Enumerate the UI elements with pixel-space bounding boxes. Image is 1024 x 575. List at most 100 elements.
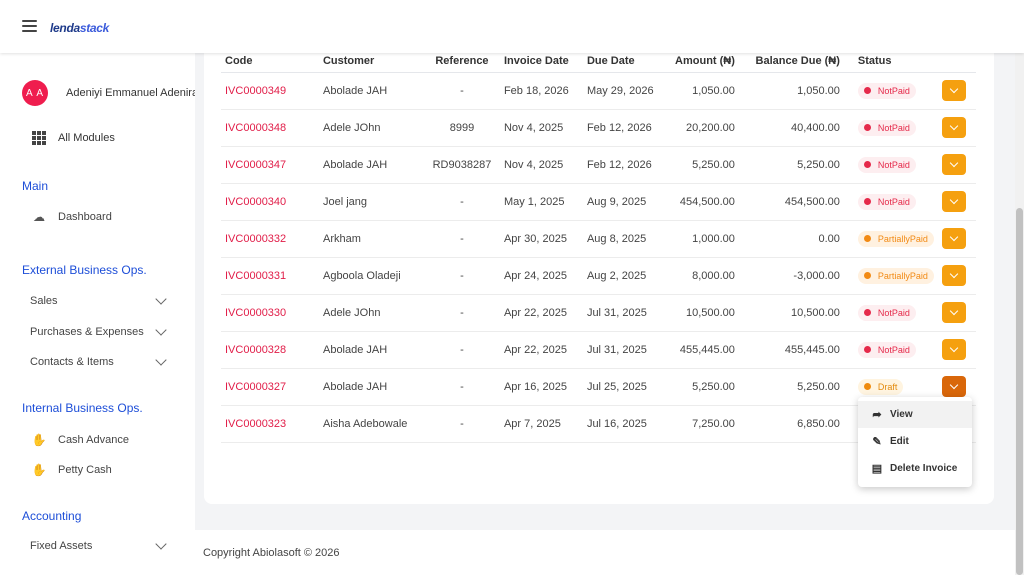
col-amount[interactable]: Amount (₦)	[668, 50, 739, 73]
table-row[interactable]: IVC0000332 Arkham - Apr 30, 2025 Aug 8, 2025…	[221, 220, 976, 258]
col-status[interactable]: Status	[843, 50, 938, 73]
scrollbar-thumb[interactable]	[1016, 208, 1023, 575]
row-action-button[interactable]	[941, 191, 966, 212]
amount-cell: 5,250.00	[668, 146, 739, 184]
row-action-button[interactable]	[941, 339, 966, 360]
status-dot	[863, 346, 871, 353]
sidebar-item-purchases[interactable]: Purchases & Expenses	[30, 324, 167, 338]
row-action-button[interactable]	[941, 228, 966, 249]
balance-due-cell: 5,250.00	[738, 146, 844, 184]
invoice-code-link[interactable]: IVC0000332	[221, 220, 319, 258]
invoice-code-link[interactable]: IVC0000340	[221, 183, 319, 221]
invoice-code-link[interactable]: IVC0000347	[221, 146, 319, 184]
sidebar-item-dashboard[interactable]: ☁ Dashboard	[30, 210, 165, 224]
col-due-date[interactable]: Due Date	[582, 50, 669, 73]
status-badge: NotPaid	[857, 193, 916, 210]
menu-item-view[interactable]: ➦ View	[858, 401, 972, 428]
row-action-button[interactable]	[941, 265, 966, 286]
sidebar-item-cash-advance[interactable]: ✋ Cash Advance	[31, 433, 129, 447]
customer-cell: Aisha Adebowale	[318, 405, 424, 443]
actions-cell	[937, 294, 976, 332]
status-badge: Draft	[857, 378, 904, 395]
sidebar-item-sales[interactable]: Sales	[30, 293, 167, 307]
due-date-cell: May 29, 2026	[582, 72, 669, 110]
app-logo[interactable]: lendastack	[50, 21, 110, 35]
top-bar: lendastack	[0, 0, 1024, 53]
avatar: A A	[22, 80, 48, 106]
due-date-cell: Aug 2, 2025	[582, 257, 669, 295]
balance-due-cell: 0.00	[738, 220, 844, 258]
status-dot	[863, 87, 871, 94]
invoice-code-link[interactable]: IVC0000330	[221, 294, 319, 332]
row-action-button[interactable]	[941, 154, 966, 175]
status-dot	[863, 161, 871, 168]
customer-cell: Abolade JAH	[318, 331, 424, 369]
status-cell: NotPaid	[843, 109, 938, 147]
status-dot	[863, 309, 871, 316]
row-action-button[interactable]	[941, 376, 966, 397]
user-profile[interactable]: A A Adeniyi Emmanuel Adenira	[22, 80, 195, 106]
col-actions	[937, 50, 976, 73]
chevron-down-icon	[949, 306, 959, 316]
invoice-date-cell: Nov 4, 2025	[499, 109, 583, 147]
balance-due-cell: 454,500.00	[738, 183, 844, 221]
table-row[interactable]: IVC0000347 Abolade JAH RD9038287 Nov 4, 202…	[221, 146, 976, 184]
invoice-date-cell: Apr 22, 2025	[499, 294, 583, 332]
col-balance-due[interactable]: Balance Due (₦)	[738, 50, 844, 73]
row-action-menu: ➦ View ✎ Edit ▤ Delete Invoice	[858, 397, 972, 487]
invoice-date-cell: May 1, 2025	[499, 183, 583, 221]
invoice-code-link[interactable]: IVC0000348	[221, 109, 319, 147]
amount-cell: 20,200.00	[668, 109, 739, 147]
all-modules-link[interactable]: All Modules	[32, 131, 115, 145]
row-action-button[interactable]	[941, 80, 966, 101]
dashboard-icon: ☁	[33, 210, 45, 224]
reference-cell: -	[423, 72, 500, 110]
invoice-code-link[interactable]: IVC0000349	[221, 72, 319, 110]
menu-icon[interactable]	[22, 20, 37, 32]
sidebar-item-contacts[interactable]: Contacts & Items	[30, 354, 167, 368]
table-row[interactable]: IVC0000328 Abolade JAH - Apr 22, 2025 Jul 31…	[221, 331, 976, 369]
invoice-date-cell: Apr 7, 2025	[499, 405, 583, 443]
invoice-code-link[interactable]: IVC0000331	[221, 257, 319, 295]
amount-cell: 1,000.00	[668, 220, 739, 258]
copyright-text: Copyright Abiolasoft © 2026	[203, 547, 340, 559]
sidebar-item-petty-cash[interactable]: ✋ Petty Cash	[31, 463, 112, 477]
customer-cell: Joel jang	[318, 183, 424, 221]
table-row[interactable]: IVC0000327 Abolade JAH - Apr 16, 2025 Jul 25…	[221, 368, 976, 406]
sidebar: A A Adeniyi Emmanuel Adenira All Modules…	[0, 53, 195, 575]
table-row[interactable]: IVC0000349 Abolade JAH - Feb 18, 2026 May 29…	[221, 72, 976, 110]
status-dot	[863, 272, 871, 279]
table-row[interactable]: IVC0000330 Adele JOhn - Apr 22, 2025 Jul 31,…	[221, 294, 976, 332]
balance-due-cell: -3,000.00	[738, 257, 844, 295]
due-date-cell: Aug 8, 2025	[582, 220, 669, 258]
customer-cell: Arkham	[318, 220, 424, 258]
row-action-button[interactable]	[941, 302, 966, 323]
status-badge: NotPaid	[857, 304, 916, 321]
table-row[interactable]: IVC0000331 Agboola Oladeji - Apr 24, 2025 Au…	[221, 257, 976, 295]
table-row[interactable]: IVC0000340 Joel jang - May 1, 2025 Aug 9, 20…	[221, 183, 976, 221]
status-cell: PartiallyPaid	[843, 220, 938, 258]
hand-cash-icon: ✋	[31, 463, 47, 477]
menu-item-edit[interactable]: ✎ Edit	[872, 436, 909, 448]
col-code[interactable]: Code	[221, 50, 319, 73]
sidebar-item-fixed-assets[interactable]: Fixed Assets	[30, 538, 167, 552]
chevron-down-icon	[155, 293, 167, 305]
col-reference[interactable]: Reference	[423, 50, 500, 73]
col-customer[interactable]: Customer	[318, 50, 424, 73]
table-row[interactable]: IVC0000348 Adele JOhn 8999 Nov 4, 2025 Feb 1…	[221, 109, 976, 147]
invoice-code-link[interactable]: IVC0000327	[221, 368, 319, 406]
grid-icon	[32, 131, 46, 145]
actions-cell	[937, 331, 976, 369]
invoice-code-link[interactable]: IVC0000323	[221, 405, 319, 443]
status-dot	[863, 235, 871, 242]
col-invoice-date[interactable]: Invoice Date	[499, 50, 583, 73]
menu-item-delete[interactable]: ▤ Delete Invoice	[871, 463, 958, 475]
row-action-button[interactable]	[941, 117, 966, 138]
amount-cell: 455,445.00	[668, 331, 739, 369]
invoice-code-link[interactable]: IVC0000328	[221, 331, 319, 369]
balance-due-cell: 5,250.00	[738, 368, 844, 406]
invoice-date-cell: Apr 22, 2025	[499, 331, 583, 369]
amount-cell: 454,500.00	[668, 183, 739, 221]
status-badge: NotPaid	[857, 82, 916, 99]
chevron-down-icon	[949, 380, 959, 390]
